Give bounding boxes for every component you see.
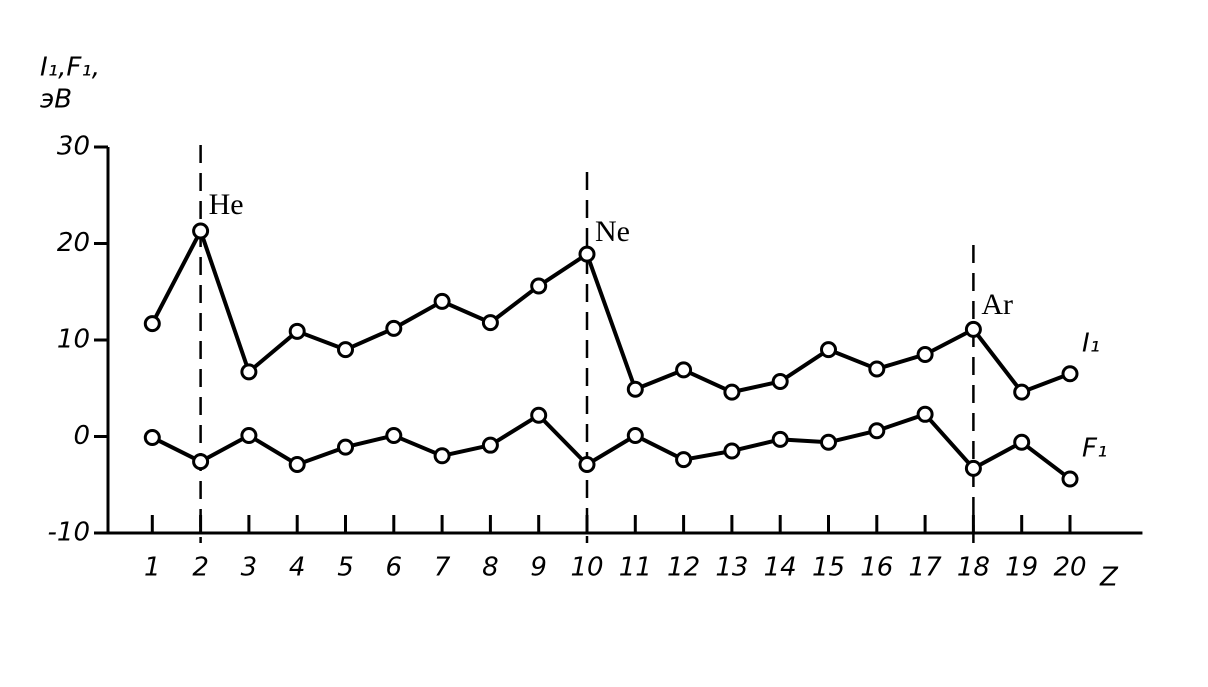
y-tick-label: 30	[57, 132, 90, 162]
point	[916, 345, 934, 363]
x-tick-label: 6	[386, 553, 403, 583]
x-tick-label: 15	[812, 553, 845, 583]
x-tick-label: 11	[619, 553, 652, 583]
x-tick-label: 4	[289, 553, 306, 583]
point	[143, 315, 161, 333]
y-tick-label: 0	[73, 421, 90, 451]
series-line	[151, 412, 1072, 481]
point	[530, 406, 548, 424]
point	[288, 455, 306, 473]
x-tick-label: 1	[144, 553, 161, 583]
point	[240, 363, 258, 381]
x-tick-label: 2	[192, 553, 209, 583]
point	[1061, 470, 1079, 488]
point	[1013, 383, 1031, 401]
point	[481, 436, 499, 454]
series-label: I₁	[1082, 328, 1100, 358]
point	[820, 341, 837, 359]
point	[288, 322, 306, 340]
point	[143, 428, 161, 446]
x-tick-label: 3	[241, 553, 258, 583]
annotation-label: Ne	[595, 215, 630, 248]
point	[1061, 365, 1079, 383]
y-tick-label: 20	[57, 228, 90, 258]
point	[385, 319, 403, 337]
point	[337, 438, 354, 456]
x-tick-label: 16	[860, 553, 893, 583]
x-tick-label: 7	[434, 553, 451, 583]
point	[723, 383, 741, 401]
point	[481, 314, 499, 332]
series-label: F₁	[1082, 433, 1107, 463]
point	[964, 459, 982, 477]
y-axis-label: эВ	[40, 85, 72, 115]
point	[964, 320, 982, 338]
point	[385, 427, 403, 445]
x-tick-label: 14	[764, 553, 797, 583]
point	[916, 405, 934, 423]
point	[723, 442, 741, 460]
x-axis-label: Z	[1099, 563, 1119, 593]
point	[675, 361, 693, 379]
x-tick-label: 20	[1053, 553, 1086, 583]
series-line	[150, 228, 1071, 395]
annotation-label: Ar	[981, 288, 1013, 321]
point	[868, 360, 886, 378]
point	[433, 292, 451, 310]
point	[820, 433, 837, 451]
point	[868, 422, 886, 440]
point	[192, 222, 210, 240]
point	[240, 427, 258, 445]
y-axis-label: I₁,F₁,	[40, 53, 100, 83]
x-tick-label: 17	[909, 553, 943, 583]
point	[771, 372, 789, 390]
point	[1013, 433, 1031, 451]
annotation-label: He	[209, 188, 244, 221]
x-tick-label: 9	[530, 553, 547, 583]
x-tick-label: 13	[715, 553, 748, 583]
point	[433, 447, 451, 465]
point	[626, 380, 644, 398]
point	[530, 277, 548, 295]
point	[771, 430, 789, 448]
x-tick-label: 18	[957, 553, 990, 583]
x-tick-label: 5	[337, 553, 354, 583]
point	[337, 341, 354, 359]
point	[675, 451, 693, 469]
y-tick-label: 10	[57, 325, 90, 355]
x-tick-label: 12	[667, 553, 700, 583]
point	[578, 455, 596, 473]
x-tick-label: 19	[1005, 553, 1038, 583]
point	[192, 453, 210, 471]
point	[578, 245, 596, 263]
y-tick-label: -10	[48, 518, 90, 548]
x-tick-label: 8	[482, 553, 499, 583]
point	[626, 427, 644, 445]
x-tick-label: 10	[570, 553, 603, 583]
